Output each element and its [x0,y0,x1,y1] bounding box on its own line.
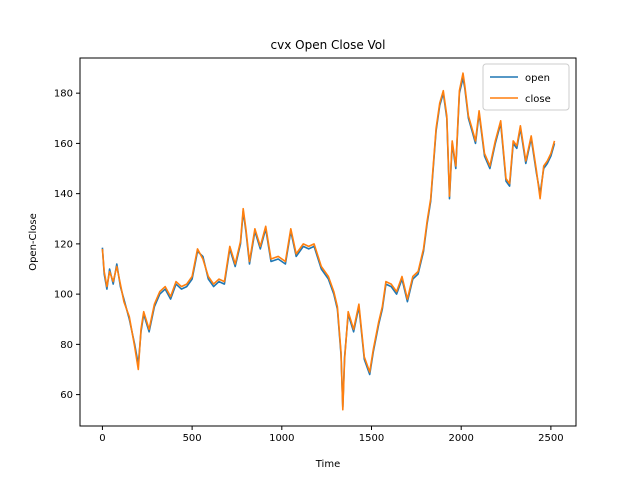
y-axis-label: Open-Close [28,213,39,271]
y-tick-label: 160 [54,139,73,150]
x-axis: 0 500 1000 1500 2000 2500 [99,426,564,444]
y-tick-label: 60 [60,390,73,401]
x-tick-label: 1500 [359,433,384,444]
y-tick-label: 80 [60,340,73,351]
legend: open close [482,63,570,111]
y-axis: 60 80 100 120 140 160 180 [54,89,80,401]
y-tick-label: 180 [54,89,73,100]
chart-title: cvx Open Close Vol [271,38,386,52]
y-tick-label: 140 [54,189,73,200]
x-tick-label: 2000 [448,433,473,444]
y-tick-label: 100 [54,290,73,301]
legend-label-open: open [525,73,550,84]
x-tick-label: 0 [99,433,105,444]
plot-area [101,72,556,411]
series-line-close [101,72,556,411]
axes-frame [79,57,577,427]
x-axis-label: Time [315,459,340,470]
x-tick-label: 2500 [538,433,563,444]
x-tick-label: 1000 [269,433,294,444]
y-tick-label: 120 [54,239,73,250]
legend-label-close: close [525,94,551,105]
x-tick-label: 500 [183,433,202,444]
